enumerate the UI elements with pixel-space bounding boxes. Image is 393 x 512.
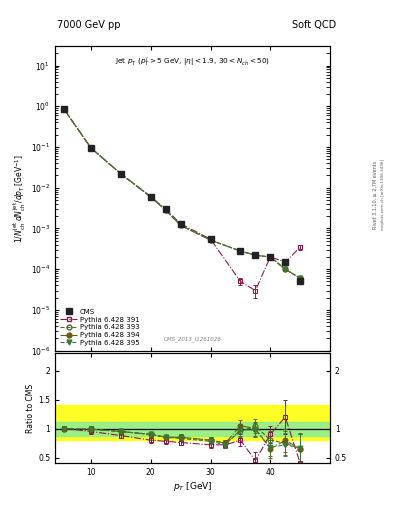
X-axis label: $p_T$ [GeV]: $p_T$ [GeV] [173,480,212,493]
Legend: CMS, Pythia 6.428 391, Pythia 6.428 393, Pythia 6.428 394, Pythia 6.428 395: CMS, Pythia 6.428 391, Pythia 6.428 393,… [59,308,141,347]
Text: CMS_2013_I1261026: CMS_2013_I1261026 [164,336,221,342]
Y-axis label: $1/N_\mathrm{ch}^\mathrm{jet}\,dN_\mathrm{ch}^\mathrm{jet}/dp_T\,[\mathrm{GeV}^{: $1/N_\mathrm{ch}^\mathrm{jet}\,dN_\mathr… [12,154,28,243]
Text: Rivet 3.1.10, ≥ 2.7M events: Rivet 3.1.10, ≥ 2.7M events [373,160,378,229]
Text: Jet $p_T$ ($p_T^l$$>$5 GeV, $|\eta|$$<$1.9, 30$<$$N_{ch}$$<$50): Jet $p_T$ ($p_T^l$$>$5 GeV, $|\eta|$$<$1… [115,55,270,69]
Text: Soft QCD: Soft QCD [292,20,336,31]
Text: mcplots.cern.ch [arXiv:1306.3436]: mcplots.cern.ch [arXiv:1306.3436] [381,159,385,230]
Text: 7000 GeV pp: 7000 GeV pp [57,20,121,31]
Y-axis label: Ratio to CMS: Ratio to CMS [26,384,35,433]
